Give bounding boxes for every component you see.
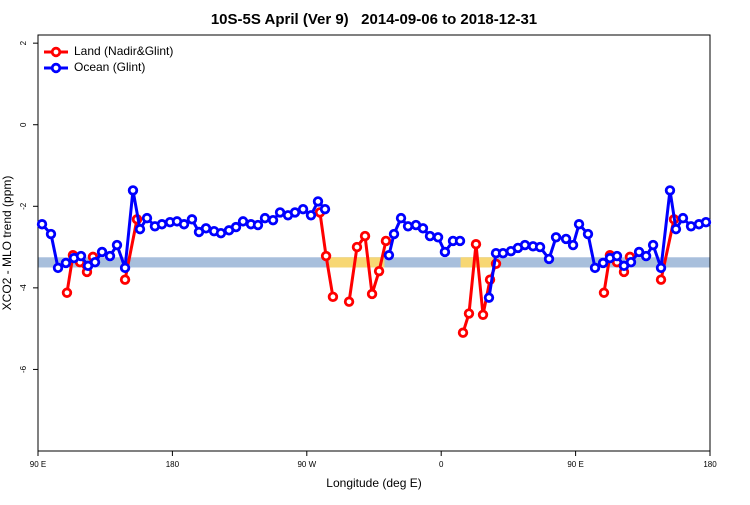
y-tick-label: -6	[19, 365, 28, 373]
legend-marker	[50, 62, 62, 74]
data-point	[186, 214, 198, 225]
data-point	[134, 223, 146, 235]
data-point	[685, 221, 697, 232]
data-point	[477, 309, 489, 320]
data-point	[60, 257, 72, 269]
series	[36, 185, 712, 303]
data-point	[96, 246, 108, 258]
x-tick-label: 180	[166, 460, 180, 469]
y-axis-label: XCO2 - MLO trend (ppm)	[0, 176, 14, 311]
data-point	[454, 235, 466, 247]
x-tick-label: 90 E	[567, 460, 583, 469]
data-point	[655, 262, 667, 274]
data-point	[75, 250, 87, 262]
data-point	[388, 228, 400, 240]
data-point	[550, 232, 562, 243]
data-point	[237, 216, 249, 227]
data-point	[252, 219, 264, 231]
data-point	[439, 246, 451, 258]
data-point	[560, 233, 572, 245]
data-point	[534, 241, 546, 253]
data-point	[395, 212, 407, 224]
data-point	[700, 216, 712, 228]
x-axis-label: Longitude (deg E)	[326, 476, 421, 490]
data-point	[573, 219, 585, 230]
data-point	[305, 210, 317, 221]
data-point	[320, 250, 332, 262]
data-point	[312, 196, 324, 207]
data-point	[463, 308, 475, 319]
data-point	[380, 235, 392, 247]
data-point	[61, 287, 73, 298]
data-point	[640, 250, 652, 262]
data-point	[89, 256, 101, 268]
plot-frame	[37, 34, 711, 452]
data-point	[45, 228, 57, 240]
data-point	[664, 185, 676, 196]
data-point	[402, 221, 414, 232]
y-tick-label: 0	[19, 122, 28, 127]
data-point	[327, 291, 339, 303]
data-point	[200, 223, 212, 234]
data-point	[297, 203, 309, 215]
data-point	[611, 250, 623, 262]
data-point	[647, 239, 659, 251]
data-point	[373, 265, 385, 277]
data-point	[589, 262, 601, 274]
data-point	[119, 274, 131, 285]
data-point	[52, 262, 64, 274]
band-highlight	[329, 257, 385, 268]
data-point	[598, 287, 610, 298]
data-point	[259, 212, 271, 224]
y-tick-label: -4	[19, 284, 28, 292]
data-point	[597, 257, 609, 269]
x-tick-label: 90 E	[30, 460, 46, 469]
data-point	[567, 239, 579, 251]
data-point	[424, 230, 436, 242]
data-point	[519, 239, 531, 251]
data-point	[289, 207, 301, 218]
legend-label: Land (Nadir&Glint)	[74, 44, 173, 58]
x-tick-label: 90 W	[297, 460, 316, 469]
data-point	[141, 212, 153, 224]
data-point	[655, 274, 667, 285]
data-point	[351, 241, 363, 253]
data-point	[156, 219, 168, 230]
data-point	[319, 203, 331, 215]
y-tick-label: 2	[19, 40, 28, 45]
data-point	[359, 230, 371, 242]
data-point	[178, 219, 190, 230]
data-point	[267, 214, 279, 226]
data-point	[111, 239, 123, 251]
data-point	[343, 296, 355, 307]
data-point	[119, 262, 131, 274]
series	[61, 207, 680, 338]
y-tick-label: -2	[19, 202, 28, 210]
legend-marker	[50, 46, 62, 58]
legend-label: Ocean (Glint)	[74, 60, 145, 74]
data-point	[670, 223, 682, 235]
data-point	[457, 327, 469, 338]
data-point	[127, 185, 139, 196]
data-point	[497, 247, 509, 259]
data-point	[625, 256, 637, 268]
data-point	[582, 228, 594, 240]
data-point	[417, 223, 429, 234]
data-point	[274, 207, 286, 218]
data-point	[543, 253, 555, 265]
data-point	[383, 250, 395, 261]
data-point	[36, 219, 48, 230]
x-tick-label: 180	[703, 460, 717, 469]
data-point	[215, 228, 227, 239]
data-point	[677, 212, 689, 224]
data-point	[366, 288, 378, 300]
x-tick-label: 0	[439, 460, 444, 469]
data-point	[432, 232, 444, 243]
data-point	[470, 239, 482, 250]
data-point	[230, 221, 242, 233]
data-point	[104, 250, 116, 262]
chart-title: 10S-5S April (Ver 9) 2014-09-06 to 2018-…	[211, 11, 537, 28]
data-point	[483, 292, 495, 303]
